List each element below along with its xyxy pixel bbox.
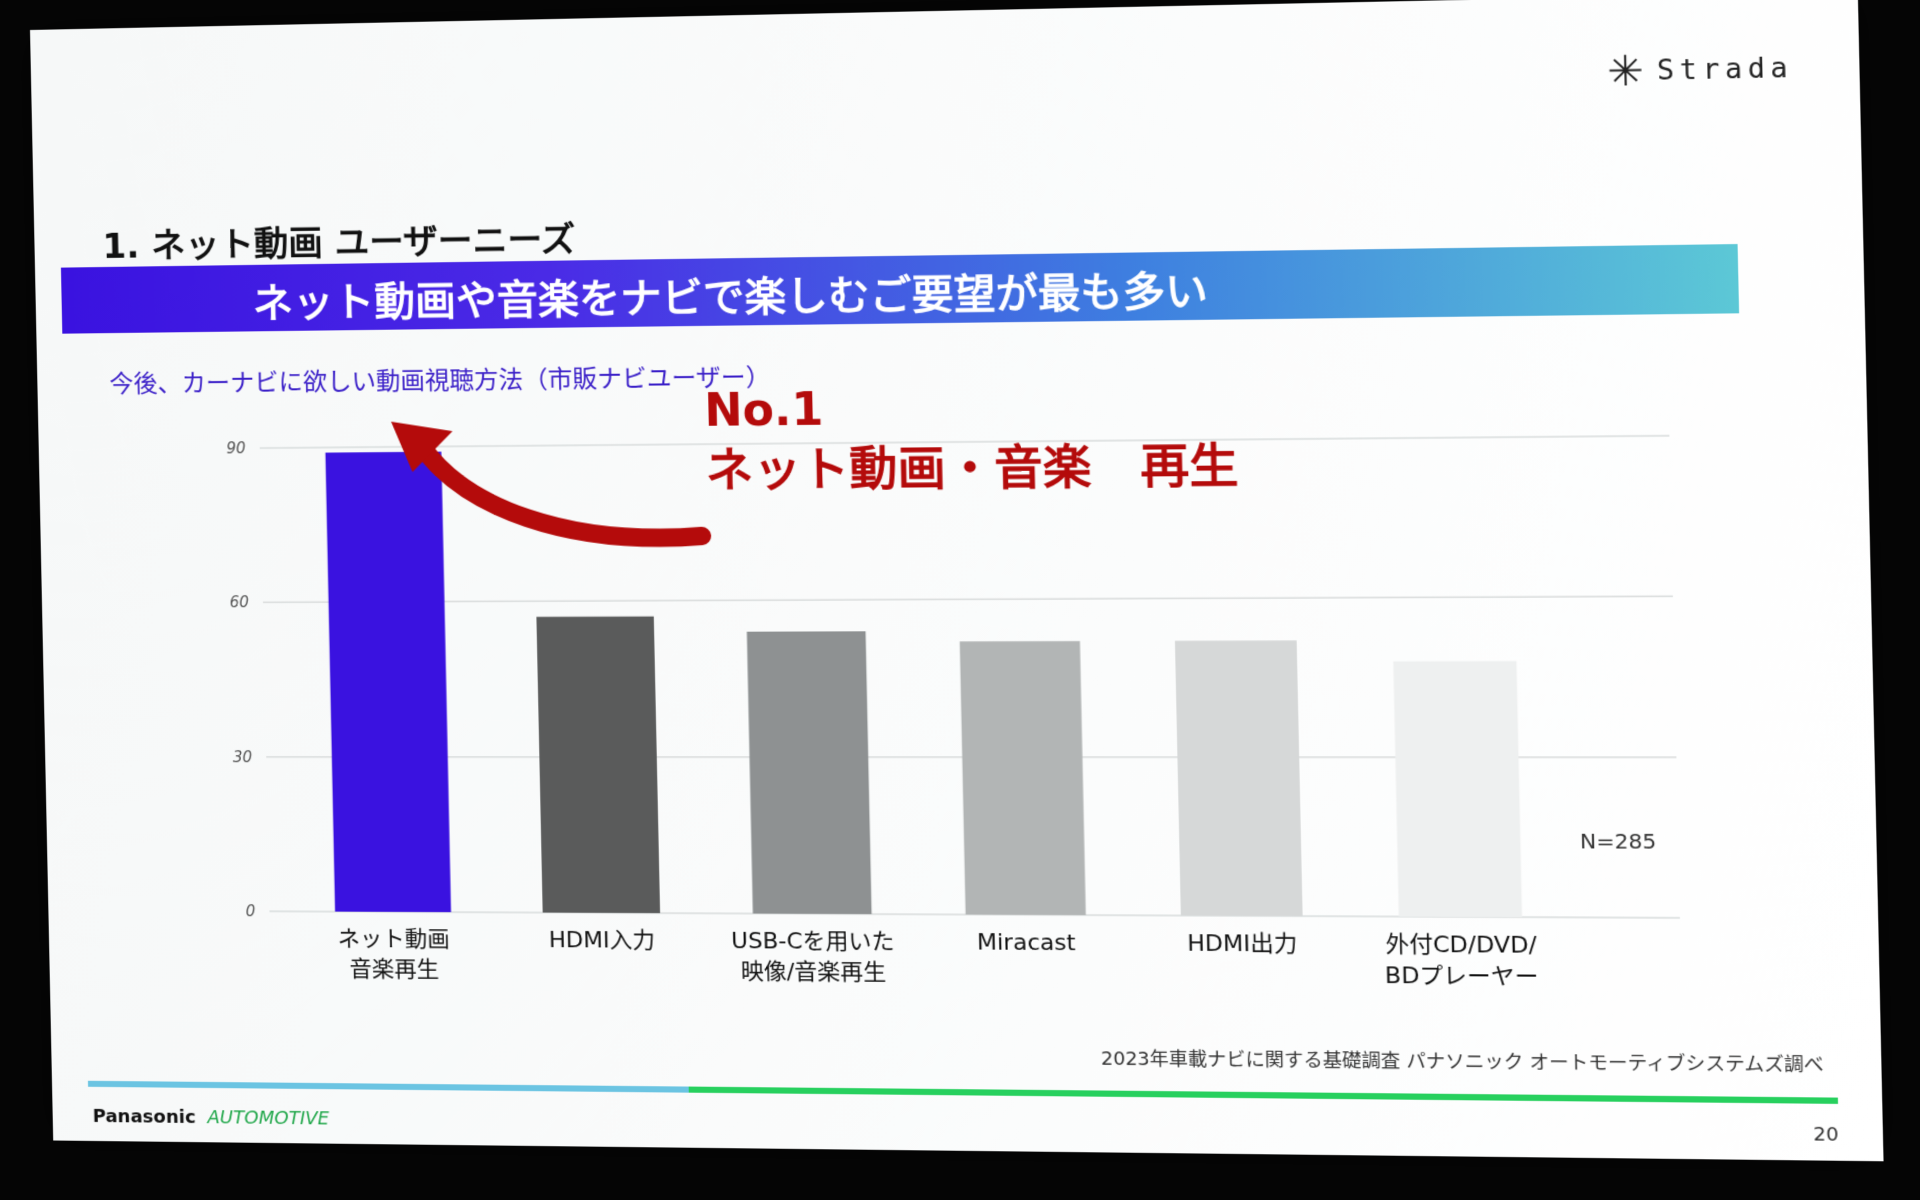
bar bbox=[325, 451, 452, 913]
x-category-label: HDMI入力 bbox=[549, 928, 656, 954]
x-category-label: 外付CD/DVD/ bbox=[1385, 932, 1537, 959]
bar bbox=[1174, 640, 1303, 917]
source-note: 2023年車載ナビに関する基礎調査 パナソニック オートモーティブシステムズ調べ bbox=[1100, 1048, 1824, 1077]
projected-slide: ✳ Strada 1. ネット動画 ユーザーニーズ ネット動画や音楽をナビで楽し… bbox=[30, 0, 1884, 1162]
x-category-label: BDプレーヤー bbox=[1385, 963, 1539, 990]
footer-brand: Panasonic bbox=[92, 1105, 196, 1129]
y-tick-label: 0 bbox=[245, 902, 255, 920]
bar bbox=[959, 641, 1086, 916]
bar bbox=[746, 631, 872, 915]
gridline bbox=[263, 596, 1673, 602]
y-tick-label: 60 bbox=[229, 593, 249, 611]
footer-division: AUTOMOTIVE bbox=[207, 1107, 330, 1130]
x-category-label: 映像/音楽再生 bbox=[741, 959, 887, 986]
panasonic-logo: Panasonic AUTOMOTIVE bbox=[92, 1106, 329, 1130]
no1-callout: No.1 ネット動画・音楽 再生 bbox=[704, 377, 1239, 499]
bar bbox=[1393, 661, 1523, 918]
y-tick-label: 90 bbox=[226, 439, 246, 457]
sample-size: N=285 bbox=[1579, 828, 1657, 854]
footer-line-blue bbox=[87, 1080, 689, 1093]
callout-text: ネット動画・音楽 再生 bbox=[705, 437, 1239, 498]
callout-rank: No.1 bbox=[703, 383, 824, 438]
x-category-label: ネット動画 bbox=[337, 927, 450, 953]
bar bbox=[536, 616, 661, 914]
x-category-label: 音楽再生 bbox=[349, 957, 439, 983]
footer-line-green bbox=[688, 1086, 1839, 1104]
y-tick-label: 30 bbox=[233, 748, 253, 766]
x-category-label: Miracast bbox=[977, 930, 1076, 956]
x-category-label: USB-Cを用いた bbox=[731, 929, 895, 955]
page-number: 20 bbox=[1813, 1123, 1839, 1147]
x-category-label: HDMI出力 bbox=[1187, 931, 1298, 958]
callout-arrow bbox=[422, 444, 702, 539]
